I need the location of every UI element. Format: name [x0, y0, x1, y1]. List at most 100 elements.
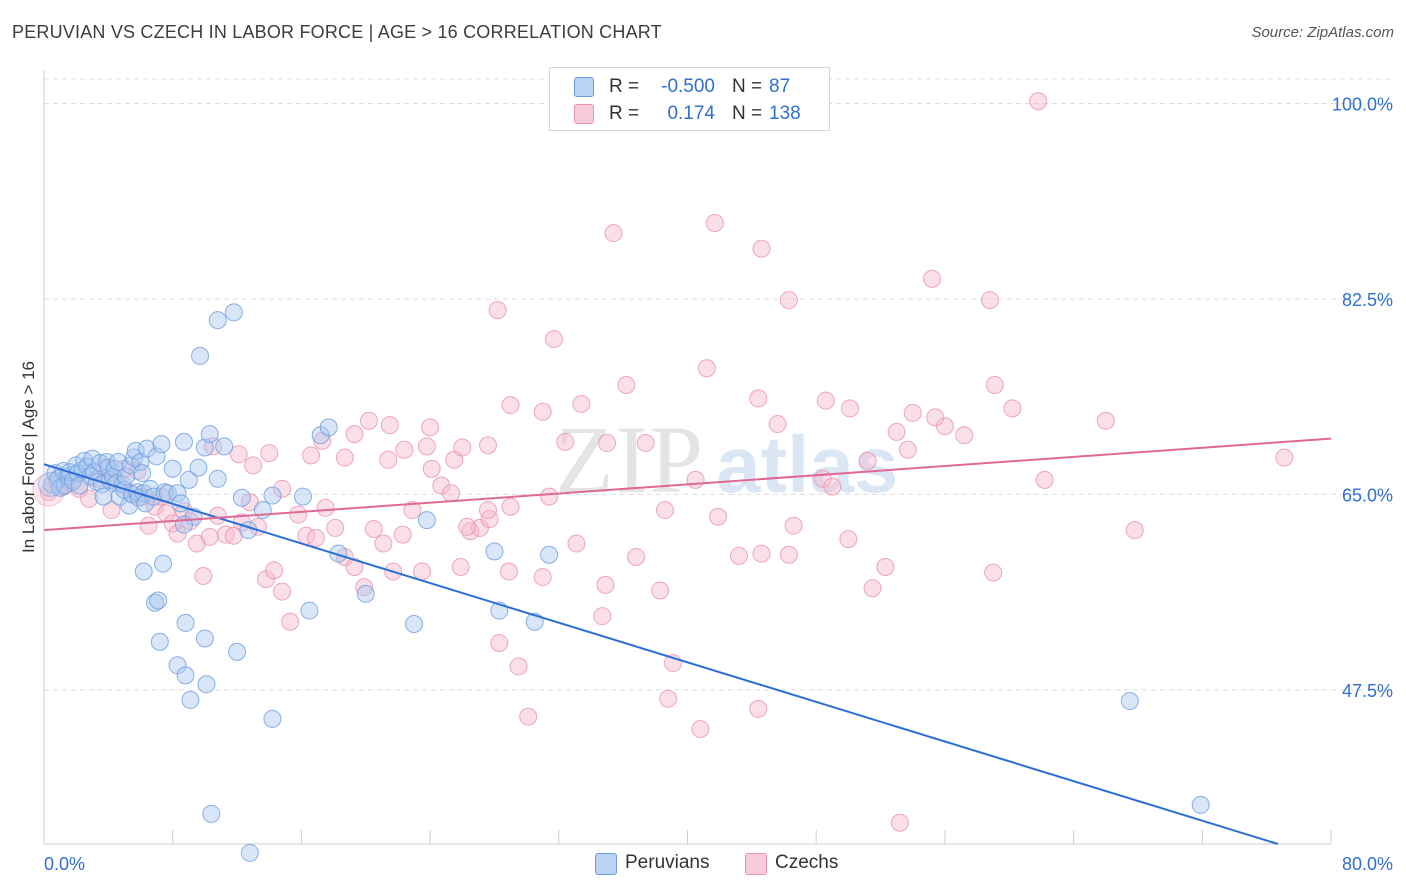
czech-point — [651, 581, 670, 600]
czech-point — [1125, 521, 1144, 540]
czech-point — [567, 534, 586, 553]
czech-point — [923, 269, 942, 288]
peruvian-point — [181, 690, 200, 709]
czech-point — [519, 707, 538, 726]
czech-point — [488, 301, 507, 320]
peruvian-point — [174, 432, 193, 451]
peruvian-point — [540, 545, 559, 564]
legend-r-value: -0.500 — [661, 76, 715, 97]
peruvian-point — [179, 470, 198, 489]
czech-point — [617, 375, 636, 394]
czech-point — [533, 568, 552, 587]
peruvian-point — [200, 425, 219, 444]
czech-point — [501, 396, 520, 415]
peruvian-point — [149, 591, 168, 610]
czech-point — [422, 459, 441, 478]
czech-point — [345, 425, 364, 444]
czech-point — [863, 579, 882, 598]
peruvian-point — [133, 464, 152, 483]
source-label: Source: ZipAtlas.com — [1251, 24, 1394, 41]
czech-point — [316, 498, 335, 517]
peruvian-point — [137, 439, 156, 458]
czech-point — [499, 562, 518, 581]
peruvian-point — [152, 435, 171, 454]
axes — [43, 70, 1332, 845]
czech-point — [556, 432, 575, 451]
czech-point — [823, 477, 842, 496]
czech-point — [659, 689, 678, 708]
czech-point — [244, 456, 263, 475]
gridlines — [44, 78, 1393, 691]
watermark-zip: ZIP — [555, 406, 705, 513]
czech-point — [890, 813, 909, 832]
czech-point — [451, 558, 470, 577]
peruvian-point — [146, 593, 165, 612]
czech-point — [200, 527, 219, 546]
stats-legend: R = -0.500 N = 87 R = 0.174 N = 138 — [549, 67, 830, 131]
czech-point — [980, 291, 999, 310]
czech-point — [816, 391, 835, 410]
peruvians-points — [37, 303, 1210, 862]
legend-row-peruvians: R = -0.500 N = 87 — [550, 74, 829, 100]
czechs-points — [32, 92, 1294, 832]
czech-point — [985, 375, 1004, 394]
peruvian-point — [356, 584, 375, 603]
peruvian-point — [191, 346, 210, 365]
czech-point — [260, 444, 279, 463]
x-tick-label: 0.0% — [44, 854, 85, 874]
peruvian-point — [239, 521, 258, 540]
czech-point — [480, 509, 499, 528]
y-tick-label: 47.5% — [1342, 681, 1393, 701]
legend-n-label: N = — [732, 103, 763, 124]
x-tick-label: 80.0% — [1342, 854, 1393, 874]
czech-point — [655, 501, 674, 520]
czech-point — [876, 558, 895, 577]
peruvians-legend-swatch — [595, 853, 617, 875]
peruvian-point — [1191, 795, 1210, 814]
peruvian-point — [329, 544, 348, 563]
czech-point — [686, 470, 705, 489]
czech-point — [596, 575, 615, 594]
czech-point — [421, 418, 440, 437]
czech-point — [458, 517, 477, 536]
czechs-legend-swatch — [745, 853, 767, 875]
peruvian-point — [171, 494, 190, 513]
czech-point — [1096, 411, 1115, 430]
peruvians-legend-label: Peruvians — [625, 852, 710, 873]
peruvian-point — [154, 554, 173, 573]
czech-point — [544, 330, 563, 349]
peruvian-point — [189, 458, 208, 477]
czech-point — [479, 436, 498, 455]
czech-point — [752, 239, 771, 258]
czech-point — [102, 501, 121, 520]
czech-point — [355, 578, 374, 597]
czech-point — [604, 224, 623, 243]
czech-point — [168, 524, 187, 543]
peruvian-point — [263, 709, 282, 728]
peruvian-point — [232, 488, 251, 507]
czech-point — [393, 525, 412, 544]
czech-point — [359, 411, 378, 430]
peruvians-swatch — [574, 77, 594, 97]
czech-point — [955, 426, 974, 445]
czech-point — [691, 719, 710, 738]
czech-point — [779, 545, 798, 564]
czech-point — [749, 699, 768, 718]
chart-title: PERUVIAN VS CZECH IN LABOR FORCE | AGE >… — [12, 22, 662, 42]
legend-r-label: R = — [609, 103, 640, 124]
peruvian-point — [150, 632, 169, 651]
czech-point — [858, 451, 877, 470]
legend-n-value: 138 — [769, 103, 801, 124]
peruvian-point — [176, 666, 195, 685]
czech-point — [194, 566, 213, 585]
peruvian-point — [120, 496, 139, 515]
czech-point — [432, 476, 451, 495]
trend-lines — [43, 437, 1332, 845]
peruvian-point — [197, 675, 216, 694]
czech-point — [729, 546, 748, 565]
czechs-legend-label: Czechs — [775, 852, 839, 873]
czech-point — [265, 561, 284, 580]
czech-point — [229, 445, 248, 464]
czech-point — [364, 520, 383, 539]
czech-point — [379, 450, 398, 469]
